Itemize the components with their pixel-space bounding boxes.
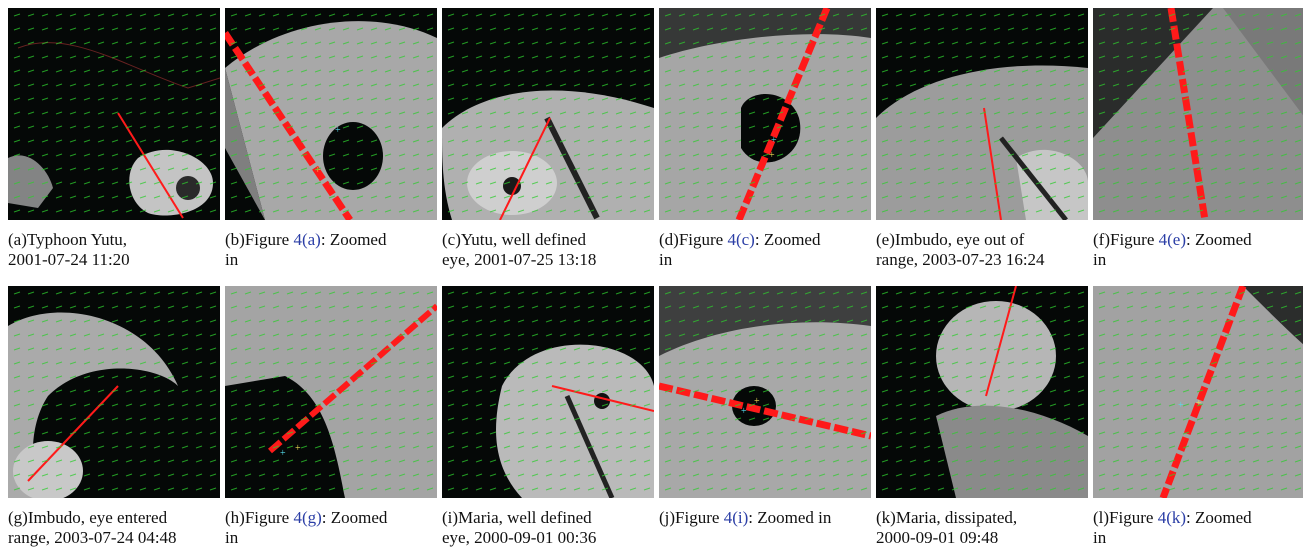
caption-h: (h)Figure 4(g): Zoomed in (225, 508, 388, 547)
svg-text:+: + (335, 125, 341, 136)
svg-text:+: + (771, 135, 777, 146)
satellite-image-g (8, 286, 220, 498)
satellite-image-c (442, 8, 654, 220)
wind-vector-grid (881, 13, 1085, 213)
wind-vector-grid (1098, 13, 1302, 213)
satellite-image-j: + + (659, 286, 871, 498)
satellite-image-b: + + (225, 8, 437, 220)
satellite-image-a (8, 8, 220, 220)
wind-vector-grid (13, 13, 217, 213)
wind-vector-grid (447, 13, 651, 213)
caption-d: (d)Figure 4(c): Zoomed in (659, 230, 821, 269)
wind-vector-grid (230, 13, 434, 213)
satellite-image-k (876, 286, 1088, 498)
wind-vector-grid (230, 291, 434, 491)
caption-c: (c)Yutu, well defined eye, 2001-07-25 13… (442, 230, 597, 269)
satellite-image-i (442, 286, 654, 498)
caption-g: (g)Imbudo, eye entered range, 2003-07-24… (8, 508, 177, 547)
caption-f: (f)Figure 4(e): Zoomed in (1093, 230, 1252, 269)
figure-ref-link[interactable]: 4(i) (723, 508, 749, 527)
satellite-image-f (1093, 8, 1303, 220)
figure-ref-link[interactable]: 4(a) (293, 230, 321, 249)
wind-vector-grid (447, 291, 651, 491)
svg-text:+: + (1196, 398, 1202, 409)
satellite-image-h: + + (225, 286, 437, 498)
svg-text:+: + (1178, 400, 1184, 411)
wind-vector-grid (1098, 291, 1302, 491)
wind-vector-grid (664, 13, 868, 213)
figure-ref-link[interactable]: 4(g) (293, 508, 322, 527)
wind-vector-grid (664, 291, 868, 491)
wind-vector-grid (13, 291, 217, 491)
svg-text:+: + (754, 396, 760, 407)
caption-j: (j)Figure 4(i): Zoomed in (659, 508, 832, 527)
satellite-image-e (876, 8, 1088, 220)
caption-k: (k)Maria, dissipated, 2000-09-01 09:48 (876, 508, 1018, 547)
caption-i: (i)Maria, well defined eye, 2000-09-01 0… (442, 508, 597, 547)
svg-text:+: + (741, 406, 747, 417)
satellite-image-d: + + (659, 8, 871, 220)
wind-vector-grid (881, 291, 1085, 491)
caption-l: (l)Figure 4(k): Zoomed in (1093, 508, 1252, 547)
figure-ref-link[interactable]: 4(k) (1157, 508, 1187, 527)
svg-text:+: + (295, 443, 301, 454)
caption-a: (a)Typhoon Yutu, 2001-07-24 11:20 (8, 230, 130, 269)
svg-text:+: + (280, 448, 286, 459)
caption-b: (b)Figure 4(a): Zoomed in (225, 230, 387, 269)
caption-e: (e)Imbudo, eye out of range, 2003-07-23 … (876, 230, 1045, 269)
svg-text:+: + (769, 150, 775, 161)
satellite-image-l: + + (1093, 286, 1303, 498)
svg-text:+: + (315, 165, 321, 176)
figure-ref-link[interactable]: 4(c) (727, 230, 755, 249)
figure-ref-link[interactable]: 4(e) (1158, 230, 1186, 249)
